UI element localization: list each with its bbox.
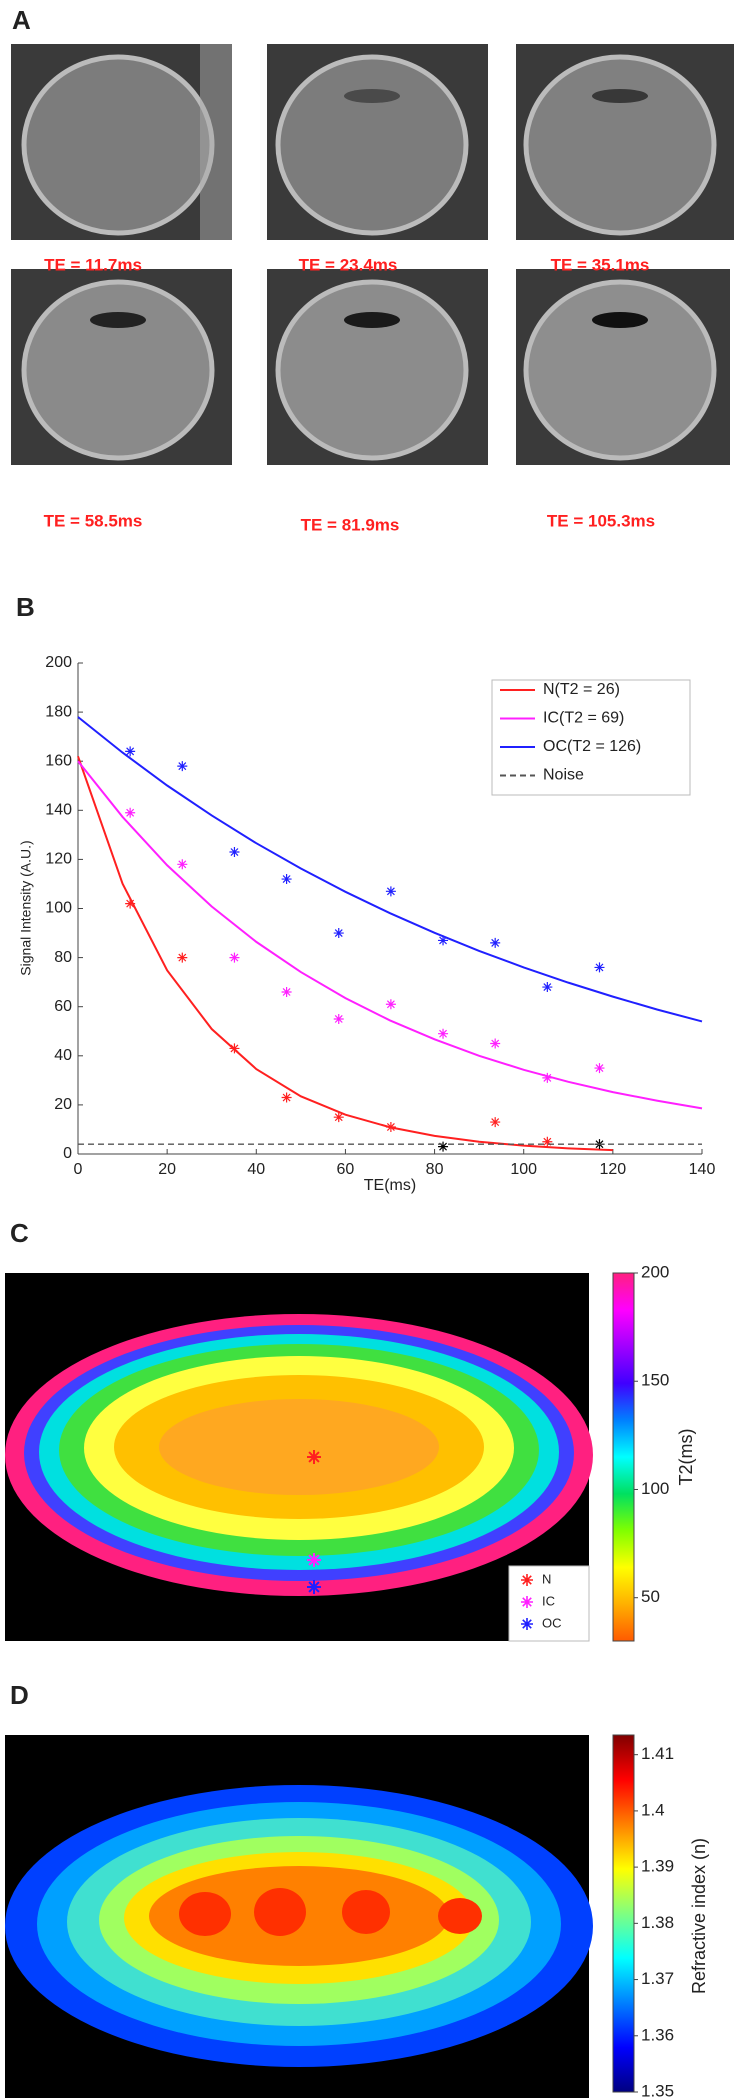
legend-box — [508, 1565, 590, 1642]
data-point — [542, 1136, 553, 1147]
data-point — [125, 807, 136, 818]
colorbar-label: Refractive index (n) — [689, 1838, 709, 1994]
colorbar — [612, 1734, 635, 2093]
te-label: TE = 58.5ms — [44, 511, 143, 530]
x-tick-label: 60 — [337, 1161, 355, 1178]
data-point — [177, 952, 188, 963]
te-label: TE = 105.3ms — [547, 511, 655, 530]
panel-label: D — [10, 1680, 29, 1710]
x-tick-label: 120 — [600, 1161, 627, 1178]
legend-label: IC — [542, 1593, 555, 1608]
colorbar-tick-label: 150 — [641, 1371, 669, 1390]
series-line — [77, 716, 703, 1023]
colorbar-label: T2(ms) — [676, 1429, 696, 1486]
data-point — [385, 1121, 396, 1132]
x-tick-label: 20 — [158, 1161, 176, 1178]
y-tick-label: 20 — [54, 1096, 72, 1113]
map-point — [307, 1553, 321, 1567]
y-tick-label: 140 — [45, 802, 72, 819]
legend-marker — [521, 1596, 533, 1608]
data-point — [385, 886, 396, 897]
data-point — [177, 859, 188, 870]
y-tick-label: 80 — [54, 949, 72, 966]
y-tick-label: 160 — [45, 752, 72, 769]
colorbar-tick-label: 1.38 — [641, 1913, 674, 1932]
colorbar-tick-label: 1.41 — [641, 1744, 674, 1763]
data-point — [438, 1141, 449, 1152]
x-tick-label: 80 — [426, 1161, 444, 1178]
data-point — [333, 1013, 344, 1024]
te-label: TE = 23.4ms — [299, 255, 398, 274]
colorbar-tick-label: 50 — [641, 1587, 660, 1606]
data-point — [490, 937, 501, 948]
te-label: TE = 35.1ms — [551, 255, 650, 274]
data-point — [229, 952, 240, 963]
y-tick-label: 180 — [45, 703, 72, 720]
data-point — [125, 898, 136, 909]
data-point — [542, 982, 553, 993]
y-tick-label: 120 — [45, 851, 72, 868]
y-tick-label: 200 — [45, 654, 72, 671]
colorbar-tick-label: 1.36 — [641, 2025, 674, 2044]
colorbar-tick-label: 1.35 — [641, 2081, 674, 2098]
legend-label: OC — [542, 1615, 562, 1630]
y-axis-label: Signal Intensity (A.U.) — [18, 840, 34, 975]
data-point — [229, 847, 240, 858]
data-point — [281, 874, 292, 885]
panel-label: B — [16, 592, 35, 622]
te-label: TE = 11.7ms — [44, 255, 142, 274]
colorbar — [612, 1272, 635, 1642]
y-tick-label: 60 — [54, 998, 72, 1015]
colorbar-tick-label: 100 — [641, 1479, 669, 1498]
data-point — [281, 1092, 292, 1103]
data-point — [229, 1043, 240, 1054]
data-point — [594, 962, 605, 973]
y-tick-label: 100 — [45, 900, 72, 917]
legend-label: IC(T2 = 69) — [543, 710, 624, 727]
colorbar-tick-label: 1.37 — [641, 1969, 674, 1988]
x-tick-label: 0 — [74, 1161, 83, 1178]
refractive-index-map — [5, 1735, 593, 2098]
data-point — [125, 746, 136, 757]
data-point — [490, 1038, 501, 1049]
legend-label: OC(T2 = 126) — [543, 738, 641, 755]
legend-label: N(T2 = 26) — [543, 681, 620, 698]
y-tick-label: 0 — [63, 1145, 72, 1162]
series-line — [77, 755, 613, 1152]
panel-label: C — [10, 1218, 29, 1248]
colorbar-tick-label: 1.39 — [641, 1857, 674, 1876]
data-point — [281, 986, 292, 997]
data-point — [542, 1072, 553, 1083]
colorbar-tick-label: 200 — [641, 1262, 669, 1281]
data-point — [438, 1028, 449, 1039]
x-axis-label: TE(ms) — [364, 1177, 416, 1194]
legend-marker — [521, 1574, 533, 1586]
map-point — [307, 1450, 321, 1464]
data-point — [177, 761, 188, 772]
t2-map — [5, 1273, 593, 1641]
te-label: TE = 81.9ms — [301, 515, 400, 534]
x-tick-label: 100 — [510, 1161, 537, 1178]
colorbar-tick-label: 1.4 — [641, 1800, 665, 1819]
y-tick-label: 40 — [54, 1047, 72, 1064]
legend-label: Noise — [543, 767, 584, 784]
data-point — [385, 999, 396, 1010]
legend-label: N — [542, 1571, 551, 1586]
data-point — [490, 1117, 501, 1128]
x-tick-label: 40 — [247, 1161, 265, 1178]
x-tick-label: 140 — [689, 1161, 716, 1178]
mri-image — [11, 44, 734, 465]
map-point — [307, 1580, 321, 1594]
data-point — [333, 928, 344, 939]
data-point — [594, 1063, 605, 1074]
series-line — [77, 760, 703, 1110]
panel-label: A — [12, 5, 31, 35]
legend-marker — [521, 1618, 533, 1630]
data-point — [438, 935, 449, 946]
data-point — [333, 1112, 344, 1123]
